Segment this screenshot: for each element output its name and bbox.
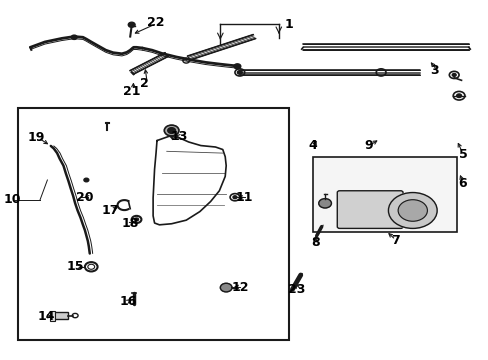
Text: 19: 19 [27,131,45,144]
Bar [50,311,55,320]
Bar [54,312,68,319]
Text: 16: 16 [119,295,136,308]
Text: 17: 17 [102,204,119,217]
Text: 21: 21 [122,85,140,98]
Text: 20: 20 [76,191,94,204]
Text: 22: 22 [147,16,164,29]
Circle shape [134,218,138,221]
Text: 11: 11 [236,192,253,204]
Circle shape [164,125,179,136]
Text: 23: 23 [287,283,305,296]
Text: 13: 13 [170,130,187,144]
Circle shape [71,35,77,40]
Circle shape [456,94,461,98]
Circle shape [387,193,436,228]
Circle shape [451,73,455,76]
Circle shape [318,199,331,208]
Circle shape [237,71,242,74]
Circle shape [397,200,427,221]
Circle shape [167,128,175,134]
Circle shape [128,22,135,27]
Bar [312,157,456,232]
FancyBboxPatch shape [337,191,402,228]
Text: 15: 15 [66,260,84,273]
Text: 10: 10 [3,193,20,206]
Text: 6: 6 [458,177,467,190]
Text: 7: 7 [390,234,399,247]
Text: 12: 12 [231,281,248,294]
Circle shape [234,64,240,69]
Text: 3: 3 [429,64,438,77]
Bar [18,108,288,339]
Circle shape [220,283,232,292]
Text: 4: 4 [308,139,317,152]
Circle shape [84,178,89,182]
Circle shape [233,196,236,199]
Text: 2: 2 [140,77,149,90]
Text: 5: 5 [458,148,467,161]
Text: 8: 8 [310,236,319,249]
Text: 1: 1 [284,18,292,31]
Text: 9: 9 [364,139,372,152]
Text: 18: 18 [122,217,139,230]
Text: 14: 14 [37,310,55,324]
